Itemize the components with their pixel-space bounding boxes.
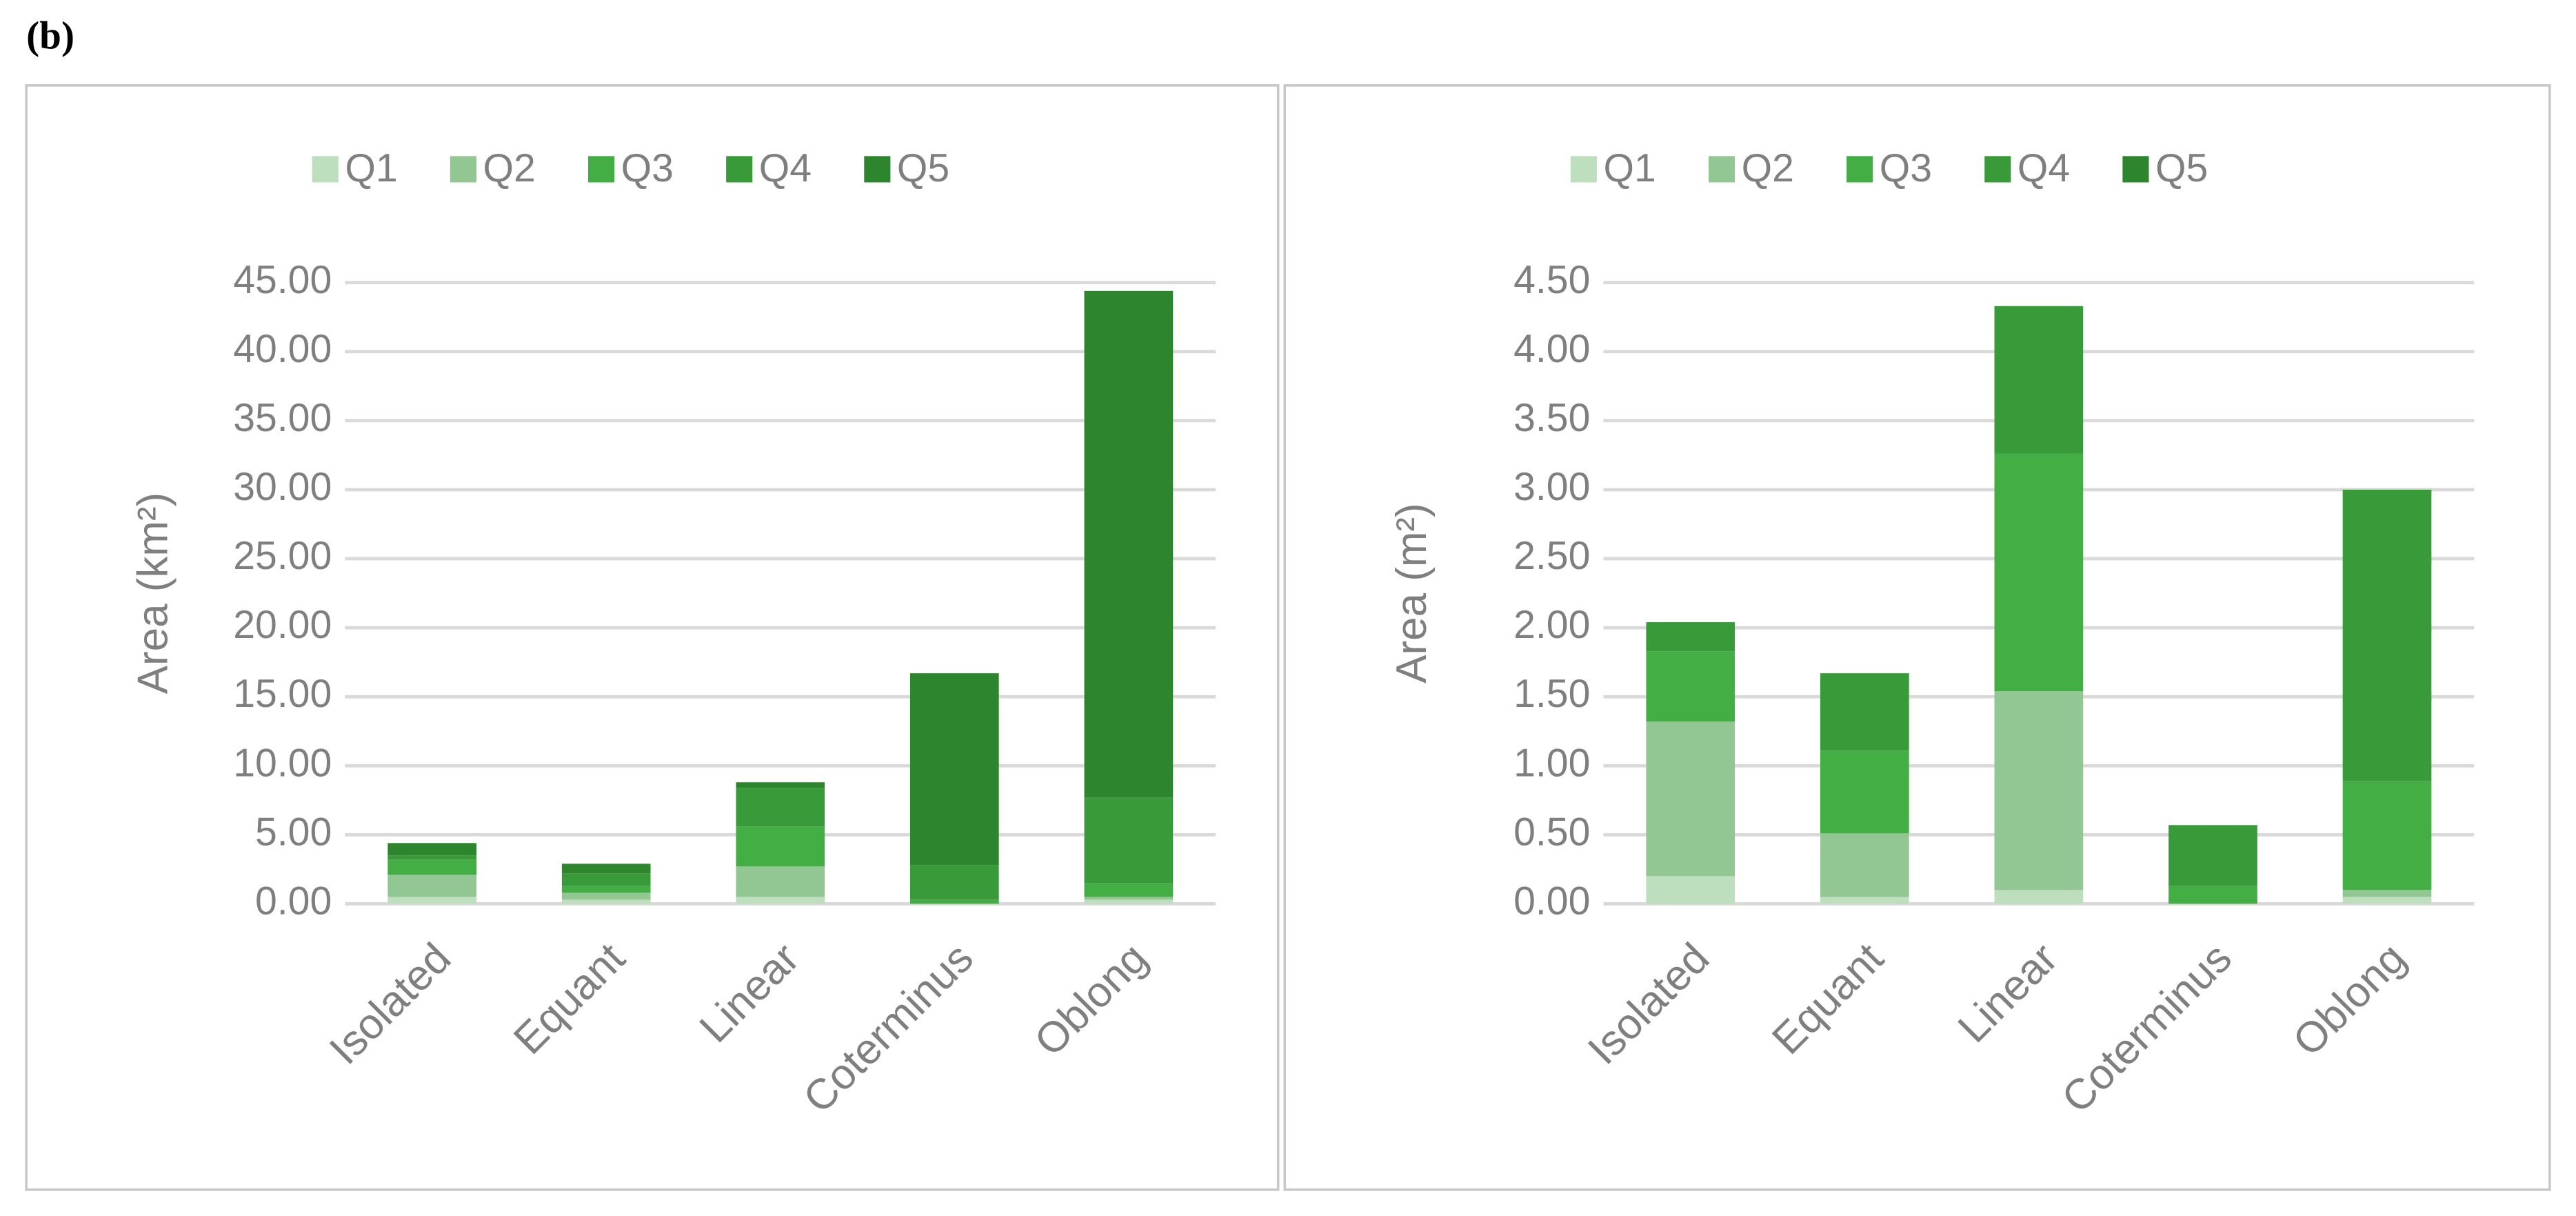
bar-segment: [1084, 883, 1174, 897]
bar-segment: [388, 855, 476, 860]
y-tick-label: 45.00: [233, 258, 332, 302]
y-tick-label: 0.00: [1513, 879, 1590, 923]
bar-segment: [2342, 489, 2432, 781]
bar-segment: [1646, 622, 1735, 652]
y-tick-label: 40.00: [233, 327, 332, 371]
x-tick-label: Isolated: [321, 934, 460, 1073]
y-tick-label: 2.50: [1513, 534, 1590, 578]
bar-segment: [561, 893, 651, 900]
panel-label: (b): [26, 14, 74, 57]
legend-swatch: [2122, 156, 2149, 183]
y-tick-label: 4.50: [1513, 258, 1590, 302]
bar-segment: [1084, 897, 1174, 900]
x-tick-label: Oblong: [2284, 934, 2415, 1065]
bar-segment: [1994, 691, 2084, 890]
bar-segment: [736, 782, 825, 788]
bar-segment: [909, 899, 999, 904]
x-tick-label: Equant: [505, 934, 634, 1064]
legend-swatch: [312, 156, 339, 183]
legend-swatch: [1984, 156, 2011, 183]
bar-segment: [736, 826, 825, 867]
bar-segment: [388, 843, 476, 856]
x-tick-label: Coterminus: [794, 934, 983, 1122]
bar-segment: [1646, 651, 1735, 722]
y-tick-label: 3.00: [1513, 465, 1590, 509]
legend-swatch: [1847, 156, 1873, 183]
bar-segment: [1994, 890, 2084, 904]
y-tick-label: 3.50: [1513, 396, 1590, 440]
bar-segment: [1646, 876, 1735, 904]
bar-segment: [388, 897, 476, 904]
y-tick-label: 25.00: [233, 534, 332, 578]
panel-frame: [1283, 84, 2551, 1191]
bar-segment: [736, 866, 825, 897]
legend-label: Q2: [483, 146, 536, 190]
bar-segment: [2342, 897, 2432, 904]
legend-label: Q3: [1880, 146, 1932, 190]
y-tick-label: 15.00: [233, 672, 332, 716]
bar-segment: [909, 673, 999, 866]
legend-swatch: [450, 156, 476, 183]
legend-label: Q4: [759, 146, 812, 190]
y-tick-label: 30.00: [233, 465, 332, 509]
bar-segment: [1084, 290, 1174, 798]
x-tick-label: Oblong: [1025, 934, 1156, 1065]
y-tick-label: 0.50: [1513, 810, 1590, 854]
bar-segment: [388, 875, 476, 897]
bar-segment: [561, 886, 651, 893]
x-tick-label: Coterminus: [2053, 934, 2241, 1122]
legend-label: Q3: [621, 146, 674, 190]
legend-label: Q1: [345, 146, 397, 190]
bar-segment: [1820, 673, 1909, 751]
bar-segment: [1084, 797, 1174, 884]
legend-swatch: [587, 156, 615, 183]
legend-swatch: [1570, 156, 1597, 183]
bar-segment: [1994, 306, 2084, 454]
bar-segment: [1646, 721, 1735, 877]
legend-label: Q5: [2155, 146, 2208, 190]
bar-segment: [2169, 886, 2257, 904]
y-tick-label: 1.00: [1513, 741, 1590, 785]
x-tick-label: Linear: [1949, 934, 2067, 1052]
bar-segment: [736, 897, 825, 904]
legend-label: Q2: [1742, 146, 1794, 190]
bar-segment: [1820, 897, 1909, 904]
bar-segment: [2342, 781, 2432, 890]
y-tick-label: 5.00: [255, 810, 332, 854]
y-tick-label: 10.00: [233, 741, 332, 785]
bar-segment: [1084, 899, 1174, 904]
bar-segment: [561, 899, 651, 904]
bar-segment: [561, 873, 651, 886]
x-tick-label: Equant: [1763, 934, 1893, 1064]
y-tick-label: 2.00: [1513, 603, 1590, 647]
x-tick-label: Linear: [691, 934, 809, 1052]
y-tick-label: 35.00: [233, 396, 332, 440]
bar-segment: [1820, 750, 1909, 834]
legend-label: Q4: [2017, 146, 2070, 190]
y-tick-label: 4.00: [1513, 327, 1590, 371]
legend-swatch: [1708, 156, 1735, 183]
legend-swatch: [864, 156, 891, 183]
y-tick-label: 1.50: [1513, 672, 1590, 716]
legend-swatch: [726, 156, 753, 183]
panel-frame: [25, 84, 1280, 1191]
y-axis-title: Area (m²): [1388, 503, 1436, 684]
bar-segment: [736, 788, 825, 827]
bar-segment: [1820, 833, 1909, 897]
bar-segment: [388, 859, 476, 875]
bar-segment: [2169, 825, 2257, 886]
x-tick-label: Isolated: [1579, 934, 1718, 1073]
bar-segment: [2342, 890, 2432, 897]
legend-label: Q1: [1603, 146, 1656, 190]
legend-label: Q5: [897, 146, 949, 190]
bar-segment: [561, 864, 651, 874]
bar-segment: [1994, 453, 2084, 692]
y-axis-title: Area (km²): [130, 492, 177, 694]
bar-segment: [909, 865, 999, 900]
y-tick-label: 0.00: [255, 879, 332, 923]
y-tick-label: 20.00: [233, 603, 332, 647]
